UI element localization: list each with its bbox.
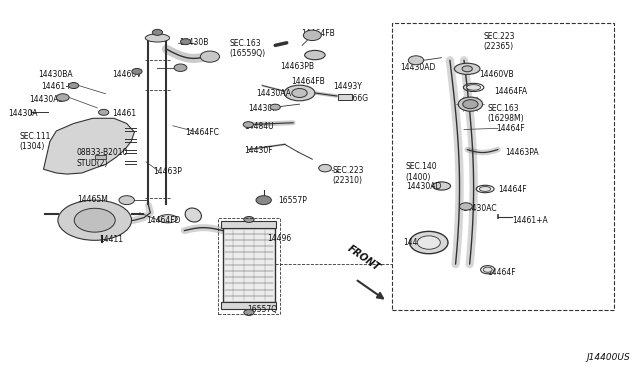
Circle shape bbox=[244, 310, 254, 315]
Circle shape bbox=[319, 164, 332, 172]
Ellipse shape bbox=[158, 215, 177, 223]
Text: 14430AC: 14430AC bbox=[462, 204, 497, 213]
Circle shape bbox=[200, 51, 220, 62]
Ellipse shape bbox=[483, 267, 492, 272]
Text: 14460VA: 14460VA bbox=[403, 238, 438, 247]
Text: 14463PB: 14463PB bbox=[280, 62, 314, 71]
Text: 16557Q: 16557Q bbox=[248, 305, 278, 314]
Text: SEC.223
(22365): SEC.223 (22365) bbox=[483, 32, 515, 51]
Text: SEC.163
(16559Q): SEC.163 (16559Q) bbox=[229, 39, 265, 58]
Text: 14464FB: 14464FB bbox=[291, 77, 325, 86]
Text: SEC.140
(1400): SEC.140 (1400) bbox=[406, 162, 437, 182]
Bar bbox=[221, 221, 276, 228]
Bar bbox=[95, 155, 106, 159]
Ellipse shape bbox=[479, 186, 491, 192]
Text: SEC.111
(1304): SEC.111 (1304) bbox=[19, 132, 51, 151]
Ellipse shape bbox=[305, 51, 325, 60]
Text: 14430B: 14430B bbox=[179, 38, 209, 47]
Text: 14430A: 14430A bbox=[8, 109, 38, 118]
Text: FRONT: FRONT bbox=[346, 244, 381, 273]
Circle shape bbox=[174, 64, 187, 71]
Text: 14430AA: 14430AA bbox=[256, 89, 291, 98]
Circle shape bbox=[68, 83, 79, 89]
Text: 14430BA: 14430BA bbox=[38, 70, 73, 79]
Circle shape bbox=[460, 203, 472, 210]
Circle shape bbox=[462, 66, 472, 72]
Circle shape bbox=[119, 196, 134, 205]
Text: 14430AD: 14430AD bbox=[406, 182, 441, 191]
Ellipse shape bbox=[145, 34, 170, 42]
Circle shape bbox=[417, 236, 440, 249]
Text: 14461+B: 14461+B bbox=[42, 82, 77, 91]
Text: 14464FD: 14464FD bbox=[146, 216, 180, 225]
Ellipse shape bbox=[458, 97, 483, 111]
Circle shape bbox=[132, 68, 142, 74]
Text: 14464F: 14464F bbox=[498, 185, 527, 194]
Text: 14430AB: 14430AB bbox=[29, 95, 63, 104]
Text: 14430AD: 14430AD bbox=[401, 63, 436, 72]
Text: 14463PA: 14463PA bbox=[506, 148, 540, 157]
Text: 14464F: 14464F bbox=[496, 124, 525, 133]
Circle shape bbox=[463, 100, 478, 109]
Circle shape bbox=[56, 94, 69, 101]
Bar bbox=[221, 302, 276, 309]
Circle shape bbox=[270, 104, 280, 110]
Ellipse shape bbox=[284, 85, 315, 101]
Bar bbox=[218, 218, 280, 314]
Text: 14430F: 14430F bbox=[248, 104, 277, 113]
Text: J14400US: J14400US bbox=[587, 353, 630, 362]
Text: 14493Y: 14493Y bbox=[333, 82, 362, 91]
Bar bbox=[338, 94, 352, 100]
Text: 14461: 14461 bbox=[112, 109, 136, 118]
Text: 14496: 14496 bbox=[268, 234, 292, 243]
Text: 14463P: 14463P bbox=[154, 167, 182, 176]
Circle shape bbox=[243, 122, 253, 128]
Text: 14460VB: 14460VB bbox=[479, 70, 513, 79]
Text: 14460V: 14460V bbox=[112, 70, 141, 79]
Text: 08B33-B2010
STUD(2): 08B33-B2010 STUD(2) bbox=[77, 148, 128, 168]
Text: 14411: 14411 bbox=[99, 235, 123, 244]
Bar bbox=[223, 228, 275, 302]
Ellipse shape bbox=[58, 200, 132, 240]
Circle shape bbox=[410, 231, 448, 254]
Circle shape bbox=[99, 109, 109, 115]
Ellipse shape bbox=[454, 63, 480, 74]
Circle shape bbox=[244, 217, 254, 222]
Text: 14464FB: 14464FB bbox=[301, 29, 335, 38]
Text: SEC.223
(22310): SEC.223 (22310) bbox=[333, 166, 364, 185]
Text: 14464FA: 14464FA bbox=[494, 87, 527, 96]
Circle shape bbox=[180, 39, 191, 45]
Text: 14430F: 14430F bbox=[244, 146, 273, 155]
Circle shape bbox=[292, 89, 307, 97]
Circle shape bbox=[303, 30, 321, 41]
Circle shape bbox=[256, 196, 271, 205]
Text: 16557P: 16557P bbox=[278, 196, 307, 205]
Circle shape bbox=[74, 208, 115, 232]
Text: SEC.163
(16298M): SEC.163 (16298M) bbox=[488, 104, 524, 123]
Bar bbox=[392, 23, 614, 310]
Text: 14464FC: 14464FC bbox=[186, 128, 220, 137]
Ellipse shape bbox=[433, 182, 451, 190]
Circle shape bbox=[408, 56, 424, 65]
Circle shape bbox=[152, 29, 163, 35]
Text: 14465M: 14465M bbox=[77, 195, 108, 203]
Text: 14461+A: 14461+A bbox=[512, 216, 548, 225]
Text: 14466G: 14466G bbox=[338, 94, 368, 103]
Ellipse shape bbox=[467, 84, 481, 90]
Polygon shape bbox=[44, 118, 134, 174]
Ellipse shape bbox=[185, 208, 202, 222]
Text: 14484U: 14484U bbox=[244, 122, 274, 131]
Text: 14464F: 14464F bbox=[488, 268, 516, 277]
